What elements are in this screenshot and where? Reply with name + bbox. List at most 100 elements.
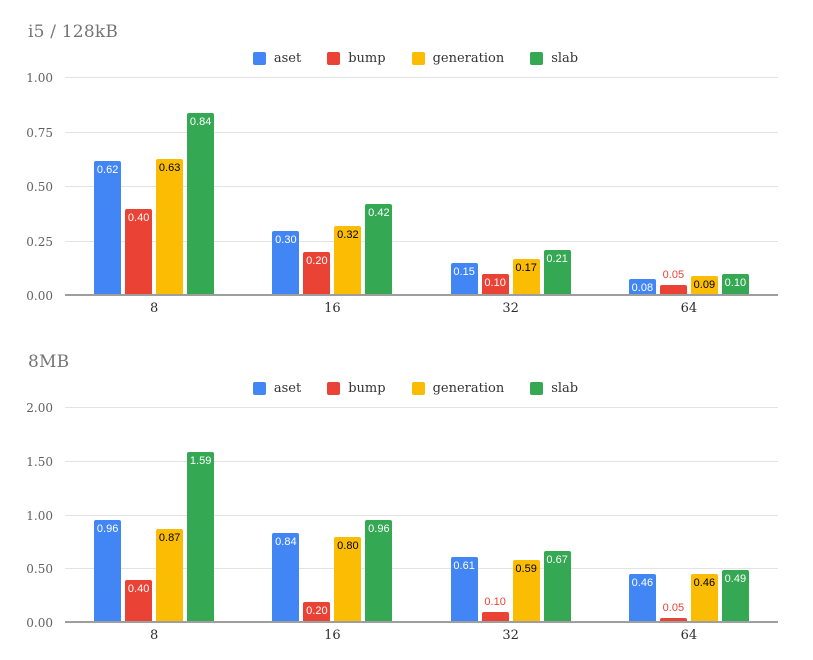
legend-label: generation	[432, 50, 505, 66]
bar-value-label: 0.20	[306, 604, 328, 617]
legend-label: slab	[551, 50, 579, 66]
legend-label: aset	[273, 380, 302, 396]
bar-value-label: 0.84	[275, 535, 297, 548]
bar-group-32: 0.61 0.10 0.59 0.67	[422, 408, 600, 623]
gridline	[65, 240, 778, 242]
bar-value-label: 0.59	[515, 562, 537, 575]
bar-group-32: 0.15 0.10 0.17 0.21	[422, 78, 600, 296]
bar-generation-32: 0.17	[512, 258, 540, 296]
bar-bump-64: 0.05	[659, 270, 687, 296]
x-category-label: 16	[324, 301, 341, 316]
bar-bump-32: 0.10	[481, 274, 509, 296]
gridline	[65, 77, 778, 78]
x-category-label: 32	[502, 301, 519, 316]
bar-generation-8: 0.87	[156, 529, 184, 623]
gridline	[65, 514, 778, 516]
gridline	[65, 460, 778, 462]
legend-swatch-slab	[530, 51, 544, 65]
bar-bump-16: 0.20	[303, 252, 331, 296]
x-axis: 8 16 32 64	[65, 628, 778, 643]
legend-swatch-bump	[327, 381, 341, 395]
bar-value-label: 0.10	[484, 277, 506, 290]
gridline	[65, 407, 778, 408]
bar-aset-8: 0.96	[94, 519, 122, 623]
bar-aset-16: 0.30	[272, 230, 300, 296]
bar-value-label: 1.59	[189, 455, 212, 468]
chart-8MB: 8MB aset bump generation slab 2.00 1.50 1.00 0…	[0, 316, 813, 643]
x-category-label: 16	[324, 628, 341, 643]
bar-bump-32: 0.10	[481, 597, 509, 623]
bar-aset-8: 0.62	[94, 160, 122, 296]
legend-label: bump	[348, 380, 386, 396]
legend-label: bump	[348, 50, 386, 66]
y-tick-label: 1.00	[26, 508, 53, 523]
bar-bump-64: 0.05	[659, 602, 687, 623]
bar-value-label: 0.20	[306, 255, 328, 268]
bar-group-8: 0.96 0.40 0.87 1.59	[65, 408, 243, 623]
x-category-label: 64	[680, 628, 698, 643]
bar-group-64: 0.08 0.05 0.09 0.10	[600, 78, 778, 296]
x-category-label: 8	[149, 628, 159, 643]
bar-group-16: 0.84 0.20 0.80 0.96	[243, 408, 421, 623]
legend-item-slab: slab	[530, 51, 578, 66]
legend-label: generation	[432, 380, 505, 396]
legend-label: slab	[551, 380, 579, 396]
legend-label: aset	[273, 50, 302, 66]
bar-value-label: 0.84	[189, 115, 212, 128]
bar-slab-32: 0.67	[543, 550, 571, 623]
x-category-label: 64	[680, 301, 698, 316]
bar-slab-8: 1.59	[187, 452, 215, 623]
bar-bump-16: 0.20	[303, 601, 331, 623]
x-axis-line	[65, 294, 778, 296]
bar-aset-32: 0.61	[450, 557, 478, 623]
legend-swatch-slab	[530, 381, 544, 395]
bar-value-label: 0.32	[337, 229, 359, 242]
bar-value-label: 0.05	[662, 601, 685, 614]
legend-item-bump: bump	[327, 380, 386, 396]
bar-value-label: 0.05	[662, 269, 685, 282]
bar-value-label: 0.10	[484, 596, 506, 609]
bar-value-label: 0.09	[693, 279, 716, 292]
bar-aset-64: 0.08	[628, 278, 656, 296]
bar-value-label: 0.87	[158, 532, 181, 545]
y-tick-label: 2.00	[26, 401, 53, 415]
y-tick-label: 0.50	[26, 180, 53, 194]
bar-generation-8: 0.63	[156, 158, 184, 296]
bar-aset-16: 0.84	[272, 532, 300, 623]
bar-value-label: 0.96	[96, 522, 119, 535]
bar-slab-8: 0.84	[187, 112, 215, 296]
bar-value-label: 0.96	[368, 522, 390, 535]
y-tick-label: 1.50	[26, 454, 53, 469]
legend: aset bump generation slab	[0, 380, 813, 396]
legend-item-generation: generation	[411, 50, 505, 66]
bar-generation-16: 0.32	[334, 226, 362, 296]
gridline	[65, 131, 778, 133]
legend-item-bump: bump	[327, 50, 386, 66]
bar-value-label: 0.67	[546, 553, 568, 566]
bar-bump-8: 0.40	[125, 208, 153, 296]
bar-value-label: 0.80	[337, 540, 359, 552]
chart-title: 8MB	[28, 352, 70, 372]
plot-area: 1.00 0.75 0.50 0.25 0.00 0.62 0.40 0.63 0.84 0.30…	[26, 72, 778, 302]
x-axis: 8 16 32 64	[65, 301, 778, 316]
bar-group-16: 0.30 0.20 0.32 0.42	[243, 78, 421, 296]
y-tick-label: 0.25	[26, 234, 53, 249]
chart-title: i5 / 128kB	[28, 22, 119, 42]
bar-value-label: 0.15	[453, 266, 475, 279]
y-tick-label: 0.50	[26, 562, 53, 577]
bar-value-label: 0.30	[275, 233, 297, 246]
legend-swatch-aset	[252, 51, 266, 65]
y-tick-label: 0.00	[26, 289, 53, 303]
chart-i5-128kB: i5 / 128kB aset bump generation slab 1.00 0.…	[0, 0, 813, 316]
y-tick-label: 0.00	[26, 616, 53, 630]
legend-item-generation: generation	[411, 380, 505, 396]
bar-value-label: 0.46	[693, 576, 716, 589]
bar-aset-32: 0.15	[450, 263, 478, 296]
bar-value-label: 0.61	[453, 560, 475, 573]
bar-value-label: 0.17	[515, 261, 537, 274]
legend: aset bump generation slab	[0, 50, 813, 66]
bar-generation-64: 0.09	[690, 276, 718, 296]
bar-group-8: 0.62 0.40 0.63 0.84	[65, 78, 243, 296]
plot-area: 2.00 1.50 1.00 0.50 0.00 0.96 0.40 0.87 1.59 0.84…	[26, 402, 778, 629]
